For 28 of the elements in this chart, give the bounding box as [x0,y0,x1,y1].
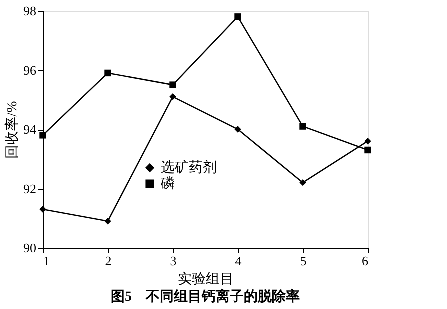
point [364,146,372,154]
x-tick-label: 4 [235,254,242,268]
x-tick-label: 6 [362,254,369,268]
point [40,206,46,213]
point [364,138,372,145]
point [234,126,242,133]
point [300,179,306,186]
x-axis-title: 实验组目 [178,272,234,288]
x-tick-label: 1 [44,254,50,268]
point [40,132,46,139]
y-tick-label: 96 [24,62,37,78]
y-axis-title: 回收率/% [4,100,20,159]
x-tick-label: 3 [170,254,177,268]
x-tick-label: 2 [105,254,112,268]
point [300,123,306,130]
legend-label: 选矿药剂 [161,160,217,176]
text: 图5 不同组目钙离子的脱除率 [111,288,300,305]
legend-label: 磷 [160,176,175,192]
y-tick-label: 92 [24,181,36,196]
y-tick-label: 98 [24,4,36,18]
y-tick-label: 94 [24,122,37,137]
x-tick-label: 5 [300,254,307,268]
point [104,70,112,77]
point [234,14,242,20]
point [170,94,176,100]
point [170,82,176,88]
point [104,218,112,225]
y-tick-label: 90 [24,240,36,256]
